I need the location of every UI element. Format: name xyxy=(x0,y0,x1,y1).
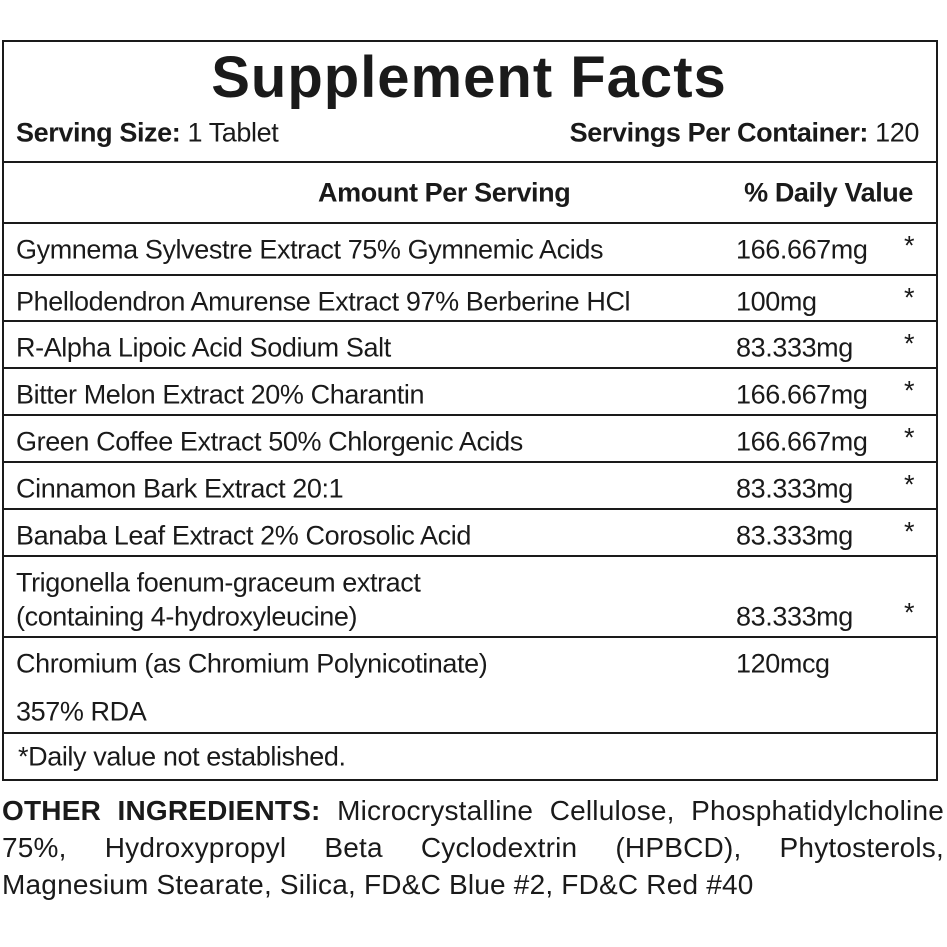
ingredient-name: Green Coffee Extract 50% Chlorgenic Acid… xyxy=(16,426,523,457)
daily-value: * xyxy=(904,375,915,406)
daily-value: * xyxy=(904,328,915,359)
serving-size-value: 1 Tablet xyxy=(187,117,279,148)
row-divider xyxy=(2,636,938,638)
ingredient-name: Cinnamon Bark Extract 20:1 xyxy=(16,473,344,504)
ingredient-name: Chromium (as Chromium Polynicotinate) xyxy=(16,648,488,679)
servings-value: 120 xyxy=(875,117,919,148)
ingredient-name: Gymnema Sylvestre Extract 75% Gymnemic A… xyxy=(16,234,604,265)
daily-value: * xyxy=(904,469,915,500)
daily-value: * xyxy=(904,516,915,547)
column-header: % Daily Value xyxy=(744,177,913,208)
row-divider xyxy=(2,274,938,276)
row-divider xyxy=(2,732,938,734)
ingredient-name: Banaba Leaf Extract 2% Corosolic Acid xyxy=(16,520,471,551)
amount: 83.333mg xyxy=(736,601,853,632)
facts-box xyxy=(2,40,938,781)
other-ingredients-text: Microcrystalline Cellulose, Phosphatidyl… xyxy=(2,795,944,900)
amount: 83.333mg xyxy=(736,332,853,363)
ingredient-name: Phellodendron Amurense Extract 97% Berbe… xyxy=(16,286,631,317)
row-divider xyxy=(2,367,938,369)
column-header: Amount Per Serving xyxy=(318,177,571,208)
servings: Servings Per Container: 120 xyxy=(569,117,920,149)
ingredient-name: Bitter Melon Extract 20% Charantin xyxy=(16,379,425,410)
ingredient-name: 357% RDA xyxy=(16,696,147,727)
row-divider xyxy=(2,461,938,463)
servings-label: Servings Per Container: xyxy=(569,117,869,148)
serving-size-label: Serving Size: xyxy=(16,117,181,148)
serving-size: Serving Size: 1 Tablet xyxy=(16,117,279,149)
divider xyxy=(2,161,938,163)
daily-value: * xyxy=(904,422,915,453)
amount: 120mcg xyxy=(736,648,830,679)
daily-value: * xyxy=(904,230,915,261)
other-ingredients-label: OTHER INGREDIENTS: xyxy=(2,795,321,826)
divider xyxy=(2,222,938,224)
row-divider xyxy=(2,320,938,322)
row-divider xyxy=(2,508,938,510)
ingredient-name: R-Alpha Lipoic Acid Sodium Salt xyxy=(16,332,391,363)
ingredient-name: (containing 4-hydroxyleucine) xyxy=(16,601,358,632)
row-divider xyxy=(2,414,938,416)
amount: 83.333mg xyxy=(736,520,853,551)
amount: 166.667mg xyxy=(736,379,868,410)
footnote: *Daily value not established. xyxy=(18,741,346,772)
amount: 83.333mg xyxy=(736,473,853,504)
daily-value: * xyxy=(904,282,915,313)
daily-value: * xyxy=(904,597,915,628)
row-divider xyxy=(2,555,938,557)
other-ingredients: OTHER INGREDIENTS: Microcrystalline Cell… xyxy=(2,792,944,903)
amount: 166.667mg xyxy=(736,426,868,457)
title: Supplement Facts xyxy=(211,45,727,110)
amount: 166.667mg xyxy=(736,234,868,265)
ingredient-name: Trigonella foenum-graceum extract xyxy=(16,567,421,598)
amount: 100mg xyxy=(736,286,817,317)
